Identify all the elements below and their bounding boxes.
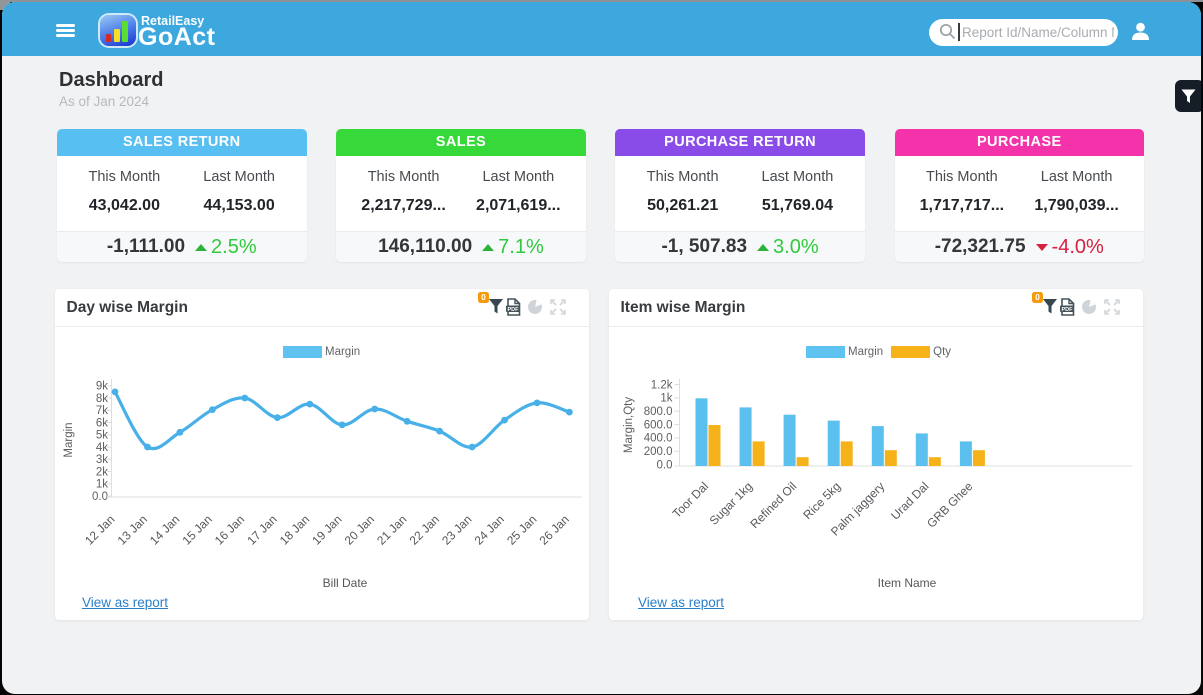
svg-text:25 Jan: 25 Jan [504,512,539,547]
svg-text:800.0: 800.0 [644,406,673,418]
svg-text:Refined Oil: Refined Oil [747,479,799,531]
svg-text:1k: 1k [96,479,108,491]
svg-text:17 Jan: 17 Jan [244,512,279,547]
svg-text:16 Jan: 16 Jan [212,512,247,547]
svg-text:Urad Dal: Urad Dal [888,479,931,522]
svg-text:3k: 3k [96,454,108,466]
svg-text:19 Jan: 19 Jan [309,512,344,547]
svg-text:0.0: 0.0 [92,491,108,503]
svg-text:12 Jan: 12 Jan [82,512,117,547]
svg-text:20 Jan: 20 Jan [342,512,377,547]
svg-text:Margin: Margin [63,422,75,457]
svg-text:1k: 1k [660,393,672,405]
svg-text:Bill Date: Bill Date [323,576,368,590]
svg-text:7k: 7k [96,405,108,417]
svg-text:6k: 6k [96,417,108,429]
svg-text:14 Jan: 14 Jan [147,512,182,547]
svg-text:1.2k: 1.2k [651,379,673,391]
svg-text:26 Jan: 26 Jan [536,512,571,547]
svg-text:18 Jan: 18 Jan [277,512,312,547]
svg-text:600.0: 600.0 [644,419,673,431]
svg-text:PDF: PDF [508,306,520,312]
svg-text:9k: 9k [96,381,108,393]
svg-text:15 Jan: 15 Jan [179,512,214,547]
svg-text:4k: 4k [96,442,108,454]
svg-text:21 Jan: 21 Jan [374,512,409,547]
svg-text:24 Jan: 24 Jan [472,512,507,547]
svg-text:200.0: 200.0 [644,446,673,458]
svg-text:5k: 5k [96,430,108,442]
svg-text:2k: 2k [96,466,108,478]
svg-text:0.0: 0.0 [657,460,673,472]
svg-text:Toor Dal: Toor Dal [670,479,711,520]
svg-text:13 Jan: 13 Jan [115,512,150,547]
svg-text:Rice 5kg: Rice 5kg [800,479,843,522]
svg-text:Item Name: Item Name [878,576,937,590]
svg-text:GRB Ghee: GRB Ghee [924,479,976,531]
svg-text:22 Jan: 22 Jan [407,512,442,547]
svg-text:Margin,Qty: Margin,Qty [623,397,635,453]
svg-text:23 Jan: 23 Jan [439,512,474,547]
svg-text:8k: 8k [96,393,108,405]
svg-text:400.0: 400.0 [644,433,673,445]
svg-text:PDF: PDF [1062,306,1074,312]
